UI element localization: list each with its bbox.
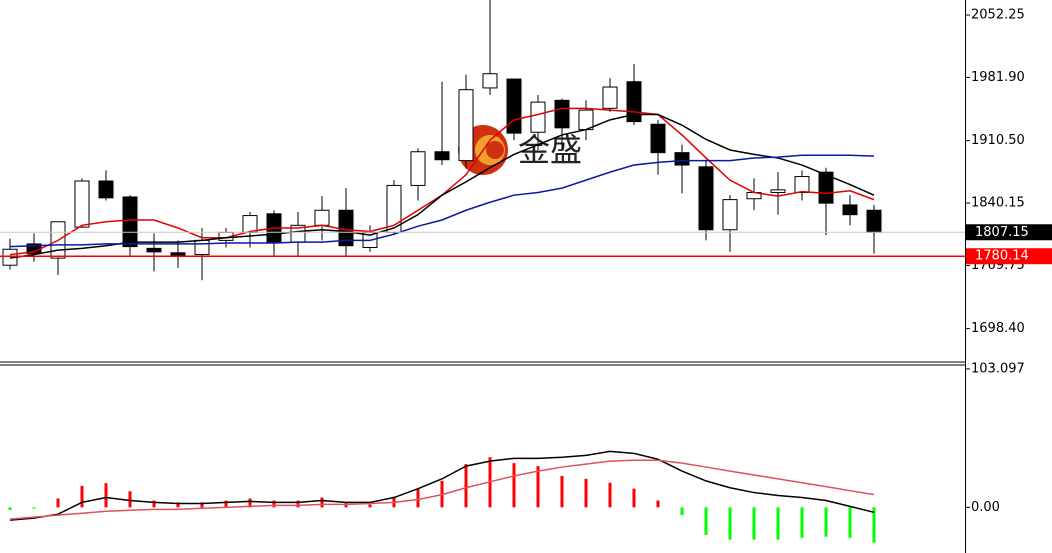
candle-body (458, 89, 474, 162)
candle-body (770, 189, 786, 194)
macd-bar (584, 478, 588, 508)
macd-bar (416, 488, 420, 508)
candle-body (794, 176, 810, 194)
candle-body (242, 215, 258, 233)
candle-body (314, 209, 330, 226)
macd-bar (632, 488, 636, 508)
y-tick-label: 1840.15 (971, 196, 1025, 211)
candle-body (482, 73, 498, 89)
macd-bar (680, 507, 684, 516)
macd-bar (704, 507, 708, 535)
candle-body (578, 109, 594, 131)
price-label: 1807.15 (975, 225, 1029, 240)
candle-body (74, 180, 90, 228)
macd-bar (80, 485, 84, 508)
candle-body (842, 204, 858, 216)
candle-body (866, 209, 882, 233)
candle-body (122, 196, 138, 248)
macd-bar (368, 504, 372, 508)
macd-bar (224, 500, 228, 508)
ma-line (9, 154, 875, 248)
macd-bar (128, 491, 132, 508)
macd-bar (32, 507, 36, 509)
candle-body (410, 151, 426, 186)
ma-line (9, 450, 875, 521)
macd-bar (152, 500, 156, 508)
macd-bar (272, 500, 276, 508)
y-tick-label: 0.00 (971, 500, 1000, 515)
watermark: 金盛 (518, 131, 582, 169)
macd-bar (8, 507, 12, 511)
ma-line (9, 459, 875, 520)
candle-body (530, 101, 546, 133)
price-label: 1780.14 (975, 249, 1029, 264)
price-label-bg (966, 224, 1052, 241)
macd-bar (848, 507, 852, 538)
macd-bar (776, 507, 780, 540)
macd-bar (56, 498, 60, 508)
candle-body (674, 152, 690, 166)
candle-body (554, 99, 570, 129)
macd-bar (752, 507, 756, 540)
candle-body (434, 151, 450, 161)
candle-body (146, 247, 162, 253)
macd-bar (176, 502, 180, 508)
macd-bar (560, 475, 564, 508)
macd-bar (728, 507, 732, 540)
candle-body (602, 86, 618, 109)
candle-body (170, 252, 186, 256)
candle-body (650, 123, 666, 154)
candle-body (818, 171, 834, 204)
macd-bar (320, 497, 324, 508)
macd-bar (200, 502, 204, 508)
macd-bar (800, 507, 804, 538)
macd-bar (608, 482, 612, 508)
macd-bar (536, 466, 540, 508)
y-tick-label: 2052.25 (971, 8, 1025, 23)
macd-bar (656, 500, 660, 508)
candle-body (98, 180, 114, 199)
candle-body (194, 239, 210, 256)
candle-body (722, 199, 738, 231)
macd-bar (464, 464, 468, 508)
candle-body (506, 78, 522, 134)
macd-bar (104, 483, 108, 508)
y-tick-label: 103.097 (971, 361, 1025, 376)
macd-bar (824, 507, 828, 537)
y-tick-label: 1981.90 (971, 70, 1025, 85)
candle-body (698, 166, 714, 231)
ma-line (9, 113, 875, 259)
y-tick-label: 1698.40 (971, 321, 1025, 336)
price-label-bg (966, 248, 1052, 265)
macd-bar (872, 507, 876, 543)
macd-bar (248, 498, 252, 508)
macd-bar (512, 463, 516, 508)
y-tick-label: 1910.50 (971, 133, 1025, 148)
macd-bar (296, 500, 300, 508)
